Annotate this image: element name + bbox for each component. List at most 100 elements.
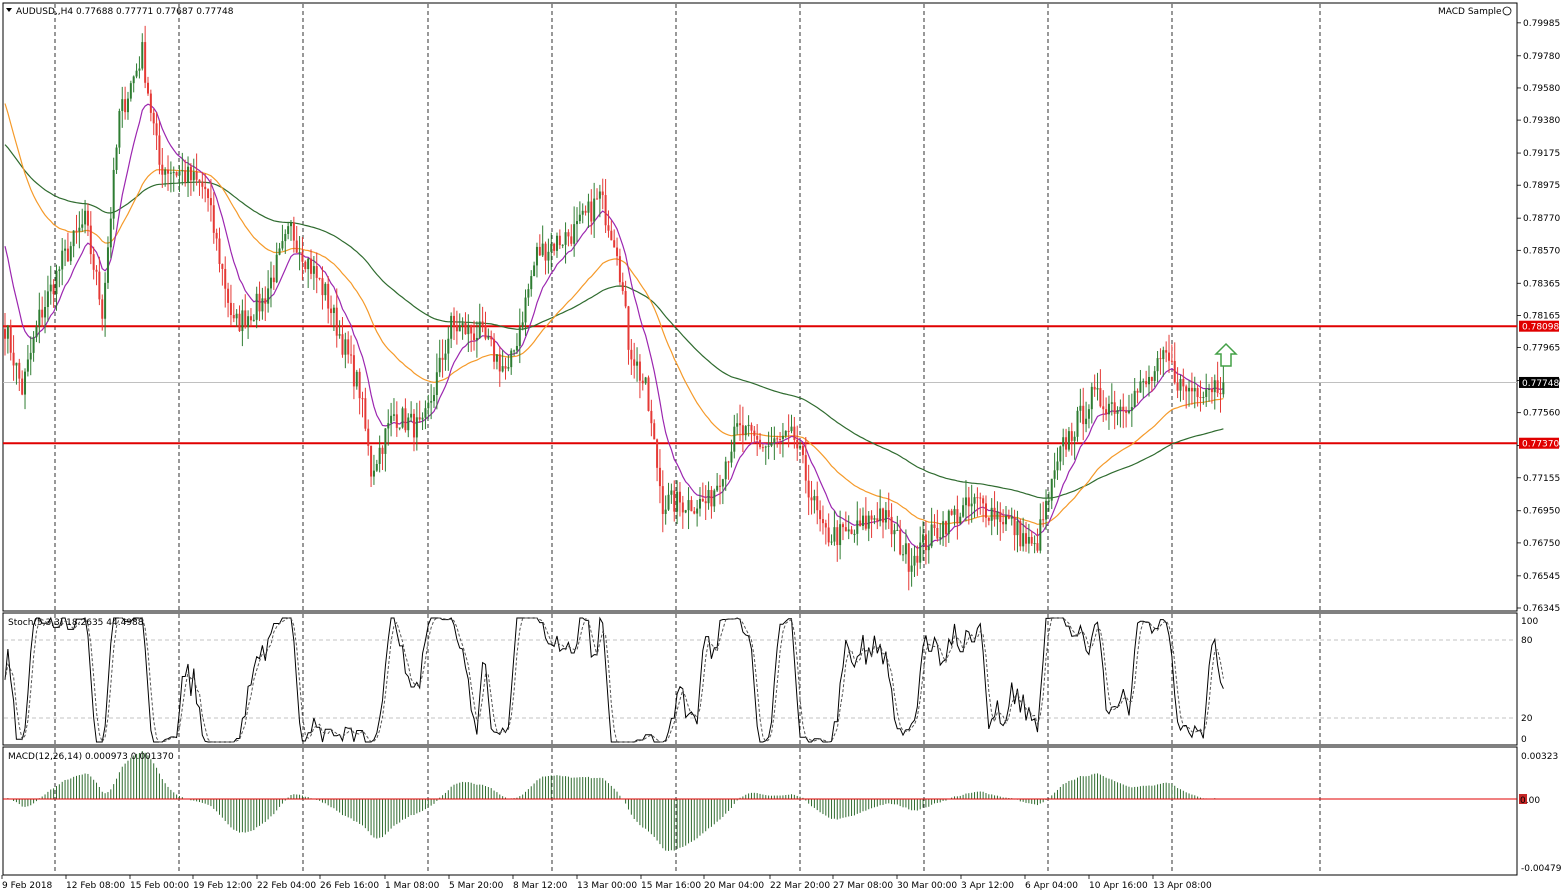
candle-body xyxy=(770,443,773,446)
candle-body xyxy=(269,277,272,289)
candle-body xyxy=(1182,378,1185,387)
price-pane-frame xyxy=(2,2,1518,612)
candle-body xyxy=(290,222,292,227)
candle-body xyxy=(387,423,390,429)
candle-body xyxy=(1045,500,1048,520)
candle-body xyxy=(1122,406,1125,411)
candle-body xyxy=(967,497,970,507)
candle-body xyxy=(533,265,536,277)
candle-body xyxy=(478,321,481,338)
price-label: 0.76545 xyxy=(1523,572,1560,582)
candle-body xyxy=(555,235,558,251)
candle-body xyxy=(816,496,819,511)
candle-body xyxy=(884,510,887,523)
candle-body xyxy=(115,147,118,170)
candle-body xyxy=(1145,381,1148,385)
candle-body xyxy=(939,537,942,539)
collapse-triangle-icon[interactable] xyxy=(6,8,12,12)
candle-body xyxy=(644,377,647,384)
price-label: 0.77155 xyxy=(1523,474,1560,484)
candle-body xyxy=(330,308,333,314)
price-label: 0.78365 xyxy=(1523,279,1560,289)
candle-body xyxy=(101,299,104,319)
candle-body xyxy=(1050,478,1053,501)
candle-body xyxy=(41,309,44,318)
candle-body xyxy=(944,521,947,535)
candle-body xyxy=(1127,410,1130,413)
candle-body xyxy=(570,236,573,244)
smiley-icon[interactable] xyxy=(1502,6,1512,16)
candle-body xyxy=(124,99,127,113)
candle-body xyxy=(66,248,69,262)
candle-body xyxy=(596,198,599,200)
macd-level-bottom: -0.00479 xyxy=(1521,864,1561,874)
candle-body xyxy=(973,497,976,504)
buy-arrow-icon[interactable] xyxy=(1214,342,1238,367)
price-label: 0.78770 xyxy=(1523,214,1560,224)
candle-body xyxy=(1087,409,1090,419)
candle-body xyxy=(999,511,1002,522)
candle-body xyxy=(1107,403,1110,415)
candle-body xyxy=(773,438,776,444)
candle-body xyxy=(741,425,744,436)
candle-body xyxy=(501,366,504,372)
price-label: 0.79580 xyxy=(1523,84,1560,94)
candle-body xyxy=(584,210,587,213)
time-label: 27 Mar 08:00 xyxy=(833,881,893,891)
candle-body xyxy=(1165,350,1168,353)
candle-body xyxy=(1007,515,1010,519)
candle-body xyxy=(713,490,716,507)
candle-body xyxy=(324,283,327,296)
candle-body xyxy=(564,232,567,245)
candle-body xyxy=(733,426,736,452)
candle-body xyxy=(727,461,730,463)
candle-body xyxy=(78,227,81,232)
candle-body xyxy=(475,337,478,341)
candle-body xyxy=(364,398,367,429)
candle-body xyxy=(261,298,264,312)
candle-body xyxy=(1090,386,1093,410)
candle-body xyxy=(1027,536,1030,544)
ma-slow-line xyxy=(4,144,1224,499)
candle-body xyxy=(524,297,527,323)
time-label: 19 Feb 12:00 xyxy=(193,881,252,891)
candle-body xyxy=(996,511,999,520)
candle-body xyxy=(212,205,215,233)
candle-body xyxy=(1062,437,1065,447)
vertical-grid xyxy=(54,4,1321,874)
candle-body xyxy=(507,367,510,369)
candle-body xyxy=(624,291,627,307)
candle-body xyxy=(453,315,456,326)
candle-body xyxy=(1056,461,1059,471)
candle-body xyxy=(272,277,275,283)
time-label: 20 Mar 04:00 xyxy=(704,881,764,891)
candle-body xyxy=(1219,392,1222,395)
candle-body xyxy=(92,254,95,270)
candle-body xyxy=(636,361,639,366)
candle-body xyxy=(781,435,784,440)
candle-body xyxy=(690,500,693,512)
candle-body xyxy=(35,326,38,338)
price-label: 0.76345 xyxy=(1523,604,1560,614)
candle-body xyxy=(979,497,982,499)
stoch-title: Stoch(5,3,3) 18.2635 44.4988 xyxy=(8,618,144,628)
candle-body xyxy=(670,490,673,495)
candle-body xyxy=(993,507,996,520)
resistance-price-tag xyxy=(1519,320,1559,332)
candle-body xyxy=(1116,409,1119,414)
candle-body xyxy=(238,313,241,332)
candle-body xyxy=(538,246,541,256)
price-label: 0.77965 xyxy=(1523,344,1560,354)
candle-body xyxy=(907,543,910,572)
candle-body xyxy=(613,240,616,248)
candle-body xyxy=(335,307,338,336)
stoch-level-80: 80 xyxy=(1521,636,1533,646)
candle-body xyxy=(75,230,78,232)
candle-body xyxy=(1102,406,1105,410)
candle-body xyxy=(1082,405,1085,425)
candle-body xyxy=(307,258,310,270)
candle-body xyxy=(673,490,676,512)
candle-body xyxy=(358,371,361,399)
candle-body xyxy=(544,243,547,261)
